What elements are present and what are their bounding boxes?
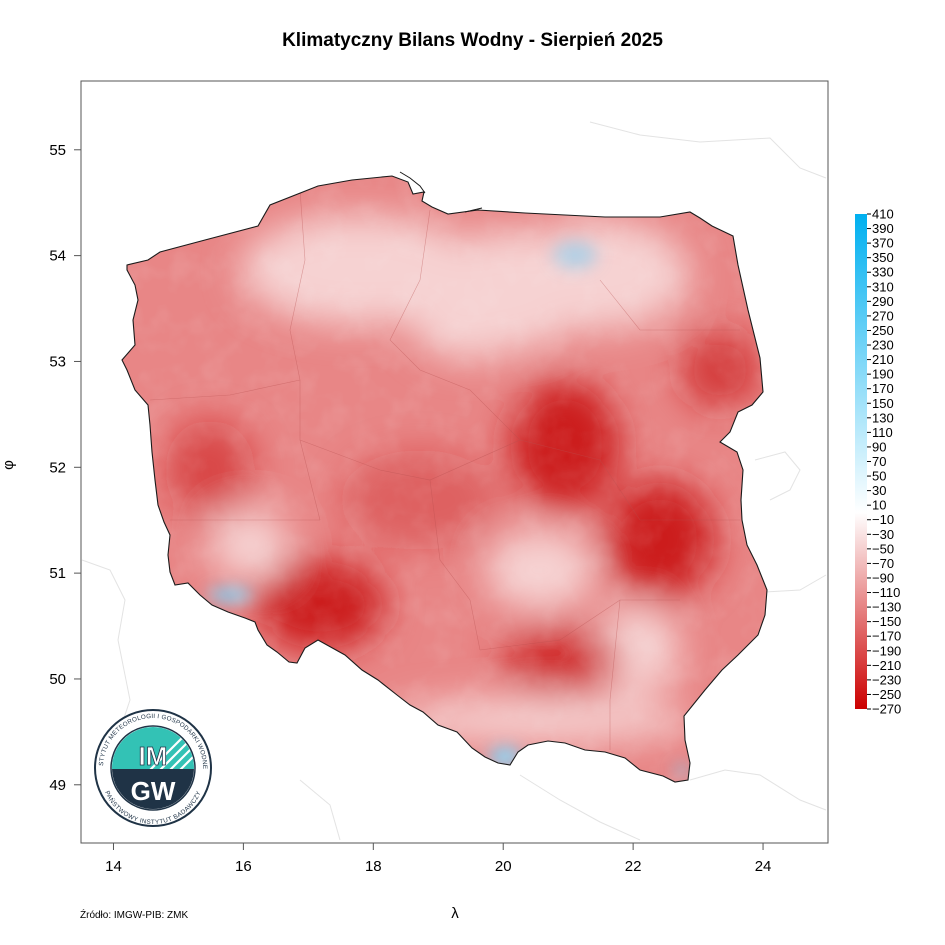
water-balance-field bbox=[122, 176, 767, 782]
legend-label: 330 bbox=[872, 265, 894, 280]
y-tick-label: 55 bbox=[49, 142, 66, 159]
x-tick-label: 22 bbox=[625, 858, 642, 875]
legend-label: 70 bbox=[872, 454, 886, 469]
legend: 4103903703503303102902702502302101901701… bbox=[855, 207, 901, 717]
x-axis-label: λ bbox=[451, 905, 459, 922]
legend-label: 410 bbox=[872, 207, 894, 222]
y-tick-label: 52 bbox=[49, 459, 66, 476]
plot-frame bbox=[80, 80, 829, 844]
legend-colorbar bbox=[855, 214, 867, 709]
x-tick-label: 14 bbox=[105, 858, 122, 875]
map-title: Klimatyczny Bilans Wodny - Sierpień 2025 bbox=[282, 30, 663, 51]
y-axis: 55 54 53 52 51 50 49 bbox=[49, 142, 81, 794]
legend-label: 250 bbox=[872, 323, 894, 338]
legend-label: −150 bbox=[872, 614, 901, 629]
y-tick-label: 50 bbox=[49, 671, 66, 688]
legend-label: 90 bbox=[872, 439, 886, 454]
legend-label: −30 bbox=[872, 527, 894, 542]
legend-label: 190 bbox=[872, 367, 894, 382]
legend-label: 270 bbox=[872, 308, 894, 323]
x-tick-label: 24 bbox=[755, 858, 772, 875]
x-tick-label: 18 bbox=[365, 858, 382, 875]
source-note: Źródło: IMGW-PIB: ZMK bbox=[80, 910, 189, 921]
legend-label: −70 bbox=[872, 556, 894, 571]
legend-label: −90 bbox=[872, 570, 894, 585]
y-tick-label: 54 bbox=[49, 248, 66, 265]
legend-label: 290 bbox=[872, 294, 894, 309]
legend-label: 310 bbox=[872, 279, 894, 294]
y-tick-label: 49 bbox=[49, 777, 66, 794]
x-tick-label: 20 bbox=[495, 858, 512, 875]
legend-label: −230 bbox=[872, 672, 901, 687]
x-tick-label: 16 bbox=[235, 858, 252, 875]
neighbour-boundaries bbox=[81, 121, 827, 841]
y-axis-label: φ bbox=[0, 460, 17, 470]
logo-text: IM bbox=[139, 741, 168, 771]
legend-label: −130 bbox=[872, 600, 901, 615]
legend-label: 30 bbox=[872, 483, 886, 498]
legend-label: 10 bbox=[872, 498, 886, 513]
legend-label: −250 bbox=[872, 687, 901, 702]
legend-label: −210 bbox=[872, 658, 901, 673]
legend-label: 50 bbox=[872, 469, 886, 484]
legend-label: 170 bbox=[872, 381, 894, 396]
legend-label: 130 bbox=[872, 410, 894, 425]
y-tick-label: 53 bbox=[49, 353, 66, 370]
legend-label: 390 bbox=[872, 221, 894, 236]
legend-label: 370 bbox=[872, 236, 894, 251]
legend-label: −190 bbox=[872, 643, 901, 658]
logo-text-bottom: GW bbox=[131, 776, 176, 806]
legend-label: 150 bbox=[872, 396, 894, 411]
y-tick-label: 51 bbox=[49, 565, 66, 582]
legend-label: 350 bbox=[872, 250, 894, 265]
legend-label: 230 bbox=[872, 338, 894, 353]
x-axis: 14 16 18 20 22 24 bbox=[105, 843, 771, 875]
legend-label: −110 bbox=[872, 585, 900, 600]
legend-label: 110 bbox=[872, 425, 893, 440]
legend-label: −10 bbox=[872, 512, 894, 527]
coastline-detail bbox=[399, 171, 483, 213]
legend-label: −170 bbox=[872, 629, 901, 644]
legend-label: −50 bbox=[872, 541, 894, 556]
legend-label: 210 bbox=[872, 352, 894, 367]
legend-label: −270 bbox=[872, 702, 901, 717]
